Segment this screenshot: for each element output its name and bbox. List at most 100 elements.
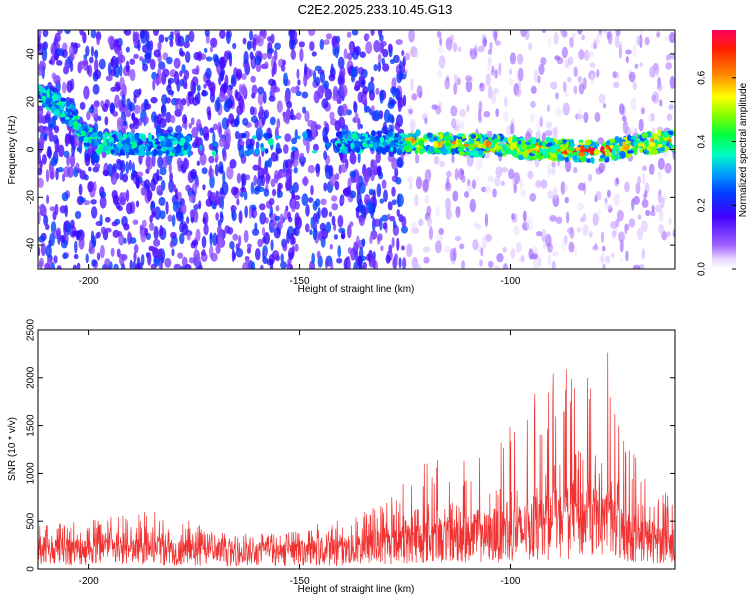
noise-cell [381, 179, 387, 189]
noise-cell [423, 246, 431, 253]
noise-cell [555, 92, 559, 100]
noise-cell [271, 250, 280, 261]
noise-cell [168, 179, 175, 193]
noise-cell [530, 113, 535, 124]
signal-cell [589, 150, 595, 156]
noise-cell [339, 196, 344, 204]
noise-cell [270, 152, 278, 162]
noise-cell [517, 53, 524, 65]
noise-cell [504, 96, 508, 108]
signal-cell [41, 95, 46, 100]
noise-cell [325, 221, 332, 233]
noise-cell [38, 125, 45, 133]
signal-cell [291, 146, 297, 152]
spectrogram-y-tick-label: -20 [26, 190, 37, 205]
noise-cell [362, 99, 368, 106]
noise-cell [282, 111, 287, 123]
noise-cell [562, 81, 567, 93]
noise-cell [56, 265, 62, 269]
snr-y-tick-label: 1000 [26, 462, 37, 485]
noise-cell [526, 217, 534, 231]
noise-cell [658, 208, 664, 223]
noise-cell [637, 227, 644, 241]
noise-cell [125, 161, 130, 175]
signal-cell [551, 156, 557, 161]
noise-cell [445, 197, 452, 212]
signal-cell [57, 94, 62, 100]
noise-cell [129, 58, 136, 66]
noise-cell [621, 115, 627, 122]
noise-cell [334, 180, 340, 191]
noise-cell [375, 151, 381, 164]
noise-cell [331, 202, 339, 211]
signal-cell [351, 133, 358, 140]
signal-cell [593, 143, 600, 147]
noise-cell [179, 70, 183, 77]
noise-cell [484, 213, 489, 227]
noise-cell [53, 125, 60, 134]
signal-cell [365, 137, 371, 142]
snr-frame [37, 329, 676, 570]
signal-cell [266, 132, 273, 139]
noise-cell [616, 209, 624, 222]
noise-cell [452, 190, 459, 202]
signal-cell [152, 140, 157, 147]
noise-cell [590, 73, 595, 86]
noise-cell [115, 201, 121, 210]
noise-cell [464, 191, 470, 199]
noise-cell [66, 80, 73, 93]
signal-cell [108, 136, 115, 143]
noise-cell [638, 30, 644, 35]
noise-cell [98, 58, 106, 70]
noise-cell [416, 85, 423, 98]
noise-cell [196, 84, 201, 92]
signal-cell [518, 150, 524, 155]
signal-cell [612, 144, 620, 151]
noise-cell [90, 199, 97, 205]
noise-cell [45, 244, 52, 258]
signal-cell [46, 90, 50, 98]
noise-cell [165, 201, 169, 215]
noise-cell [337, 214, 344, 228]
noise-cell [41, 137, 45, 145]
noise-cell [541, 227, 547, 237]
noise-cell [312, 143, 319, 152]
signal-cell [497, 152, 503, 157]
snr-x-label: Height of straight line (km) [298, 584, 415, 595]
noise-cell [259, 105, 264, 116]
noise-cell [91, 206, 98, 219]
noise-cell [185, 34, 190, 44]
noise-cell [351, 30, 359, 36]
noise-cell [407, 176, 414, 184]
noise-cell [472, 239, 479, 251]
noise-cell [509, 52, 517, 65]
noise-cell [56, 60, 63, 66]
noise-cell [42, 30, 49, 38]
noise-cell [494, 40, 501, 46]
noise-cell [195, 136, 200, 144]
noise-cell [263, 231, 271, 245]
noise-cell [70, 219, 75, 229]
noise-cell [336, 257, 343, 264]
signal-cell [83, 136, 89, 144]
noise-cell [66, 153, 71, 167]
noise-cell [370, 159, 378, 172]
noise-cell [619, 239, 624, 253]
noise-cell [544, 130, 552, 137]
noise-cell [529, 192, 537, 202]
signal-cell [302, 131, 308, 139]
noise-cell [546, 104, 551, 113]
noise-cell [547, 37, 552, 48]
noise-cell [160, 256, 165, 264]
noise-cell [193, 51, 201, 61]
noise-cell [287, 216, 293, 223]
noise-cell [203, 223, 209, 236]
noise-cell [551, 161, 556, 168]
noise-cell [110, 247, 115, 257]
noise-cell [157, 41, 162, 52]
noise-cell [251, 228, 260, 236]
noise-cell [156, 184, 163, 196]
noise-cell [79, 60, 84, 70]
signal-cell [122, 144, 130, 151]
noise-cell [331, 35, 338, 47]
